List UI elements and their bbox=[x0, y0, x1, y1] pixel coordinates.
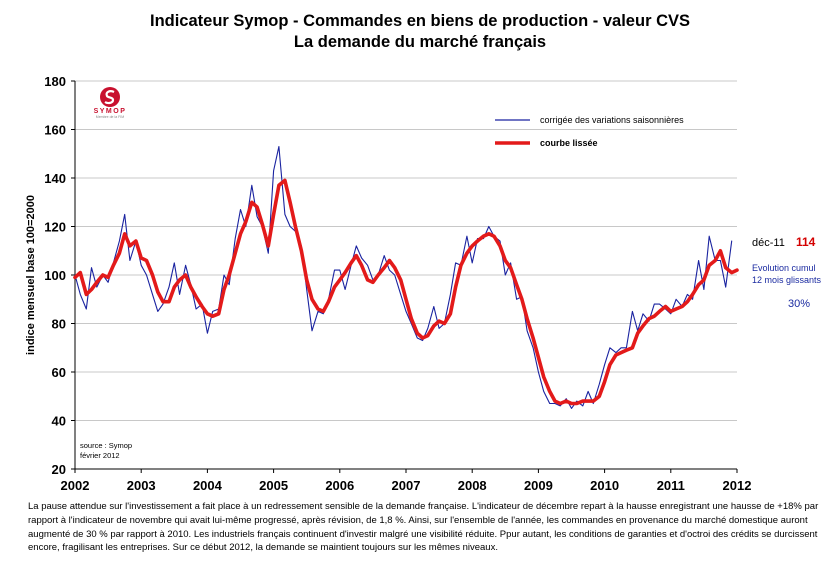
y-tick-label: 80 bbox=[52, 317, 66, 332]
x-tick-label: 2011 bbox=[657, 478, 685, 493]
chart-title-line2: La demande du marché français bbox=[293, 33, 547, 51]
y-tick-label: 100 bbox=[44, 268, 66, 283]
grid bbox=[75, 80, 737, 421]
x-tick-label: 2004 bbox=[193, 478, 223, 493]
latest-date-label: déc-11 bbox=[752, 237, 785, 249]
y-tick-label: 140 bbox=[44, 171, 66, 186]
source-line1: source : Symop bbox=[80, 441, 133, 450]
y-tick-label: 20 bbox=[52, 462, 66, 477]
symop-logo: SYMOP Membre de la FIM bbox=[88, 86, 132, 119]
series-line-smoothed bbox=[73, 178, 739, 406]
x-tick-label: 2008 bbox=[458, 478, 487, 493]
chart-title-line1: Indicateur Symop - Commandes en biens de… bbox=[149, 12, 690, 30]
series-line-cvs bbox=[74, 145, 733, 409]
x-tick-label: 2006 bbox=[325, 478, 354, 493]
legend-entry-label: courbe lissée bbox=[540, 138, 598, 148]
x-tick-label: 2003 bbox=[127, 478, 156, 493]
logo-subtitle: Membre de la FIM bbox=[95, 115, 125, 119]
evolution-line1: Evolution cumul bbox=[752, 263, 816, 273]
y-tick-label: 160 bbox=[44, 123, 66, 138]
evolution-line2: 12 mois glissants bbox=[752, 275, 822, 285]
legend: corrigée des variations saisonnières cour… bbox=[495, 115, 684, 148]
x-tick-label: 2012 bbox=[723, 478, 752, 493]
source-note: source : Symop février 2012 bbox=[80, 441, 132, 461]
series-group bbox=[73, 145, 739, 409]
legend-entry-label: corrigée des variations saisonnières bbox=[540, 115, 684, 125]
evolution-percent: 30% bbox=[788, 298, 811, 310]
x-tick-label: 2010 bbox=[590, 478, 619, 493]
source-line2: février 2012 bbox=[80, 451, 120, 460]
axes: 20 40 60 80 100 120 140 160 180 2002 2003 2004 2005 2… bbox=[44, 74, 751, 493]
x-tick-label: 2005 bbox=[259, 478, 288, 493]
symop-logo-icon bbox=[100, 87, 120, 107]
y-tick-label: 120 bbox=[44, 220, 66, 235]
latest-value: 114 bbox=[796, 235, 816, 249]
evolution-caption: Evolution cumul 12 mois glissants bbox=[752, 262, 821, 286]
y-axis-label: indice mensuel base 100=2000 bbox=[25, 195, 37, 355]
x-tick-label: 2009 bbox=[524, 478, 553, 493]
y-tick-label: 180 bbox=[44, 74, 66, 89]
line-chart: 20 40 60 80 100 120 140 160 180 2002 2003 2004 2005 2… bbox=[25, 74, 751, 493]
y-tick-label: 40 bbox=[52, 414, 66, 429]
logo-name: SYMOP bbox=[93, 108, 127, 115]
y-tick-label: 60 bbox=[52, 365, 66, 380]
x-tick-label: 2007 bbox=[392, 478, 421, 493]
commentary-paragraph: La pause attendue sur l'investissement a… bbox=[28, 501, 819, 554]
x-tick-label: 2002 bbox=[61, 478, 90, 493]
